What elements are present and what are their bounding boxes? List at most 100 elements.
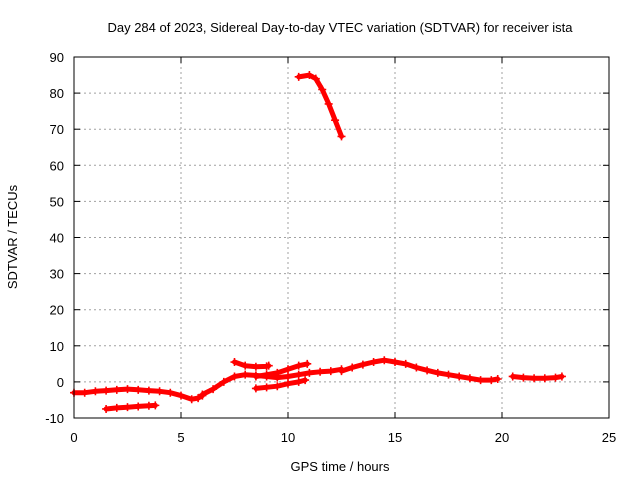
data-point [91, 387, 100, 396]
data-point [303, 359, 312, 368]
data-point [423, 366, 432, 375]
series-arc-7 [294, 71, 346, 141]
x-tick-label: 10 [281, 430, 295, 445]
data-point [391, 358, 399, 367]
data-point [337, 132, 346, 141]
series-arc-4 [230, 358, 273, 371]
data-point [209, 385, 218, 394]
data-point [493, 375, 502, 384]
y-tick-label: 20 [50, 303, 64, 318]
data-point [326, 367, 335, 376]
data-point [144, 386, 153, 395]
y-axis-label: SDTVAR / TECUs [5, 184, 20, 289]
data-point [273, 382, 282, 391]
data-point [80, 388, 89, 397]
y-tick-label: 70 [50, 122, 64, 137]
series-band [339, 357, 501, 383]
data-point [198, 390, 207, 399]
series-arc-6 [251, 359, 312, 381]
series-arc-5 [251, 376, 310, 393]
data-point [134, 385, 143, 394]
data-point [134, 402, 143, 411]
y-tick-label: 40 [50, 231, 64, 246]
data-point [348, 363, 357, 372]
series-arc-9 [508, 372, 566, 383]
data-point [337, 367, 346, 376]
data-point [476, 376, 485, 385]
y-tick-label: 30 [50, 267, 64, 282]
data-point [194, 394, 203, 403]
data-point [358, 360, 367, 369]
data-point [294, 377, 303, 386]
data-point [519, 373, 528, 382]
data-point [102, 386, 111, 395]
y-tick-label: 80 [50, 86, 64, 101]
data-point [251, 362, 260, 371]
data-point [331, 116, 340, 125]
data-point [540, 374, 549, 383]
data-point [324, 99, 333, 108]
x-tick-label: 15 [388, 430, 402, 445]
data-point [294, 361, 303, 370]
data-point [444, 370, 453, 379]
data-point [187, 395, 196, 404]
data-points [70, 71, 566, 413]
data-point [155, 387, 164, 396]
data-point [112, 403, 121, 412]
data-point [241, 361, 250, 370]
data-point [316, 367, 325, 376]
data-point [284, 365, 292, 374]
series-arc-1 [70, 385, 207, 404]
x-tick-label: 25 [602, 430, 616, 445]
data-point [166, 388, 175, 397]
data-point [301, 376, 310, 385]
y-tick-label: 90 [50, 50, 64, 65]
series-arc-2 [102, 401, 160, 413]
y-tick-label: 60 [50, 158, 64, 173]
data-point [251, 372, 260, 381]
data-point [177, 391, 185, 400]
data-point [530, 374, 539, 383]
data-point [123, 403, 132, 412]
data-point [551, 373, 560, 382]
data-point [241, 370, 250, 379]
data-point [305, 71, 314, 80]
data-point [262, 383, 271, 392]
data-point [305, 368, 314, 377]
data-point [230, 372, 239, 381]
data-point [262, 370, 271, 379]
data-point [112, 385, 121, 394]
data-point [102, 404, 111, 413]
chart-title: Day 284 of 2023, Sidereal Day-to-day VTE… [107, 20, 573, 35]
data-point [251, 384, 260, 393]
data-point [487, 376, 496, 385]
data-point [465, 374, 474, 383]
data-point [311, 74, 320, 83]
data-point [151, 401, 160, 410]
data-point [284, 379, 292, 388]
data-point [273, 368, 282, 377]
data-point [401, 359, 410, 368]
data-point [455, 372, 464, 381]
data-point [123, 385, 132, 394]
data-point [369, 358, 378, 367]
y-tick-label: 0 [57, 375, 64, 390]
data-point [412, 363, 421, 372]
data-point [284, 372, 292, 381]
data-point [557, 372, 566, 381]
axis-ticks: 0 5 10 15 20 25 -10 0 10 20 30 40 50 60 70 80 90 [45, 50, 616, 445]
x-tick-label: 0 [70, 430, 77, 445]
y-tick-label: 50 [50, 194, 64, 209]
data-point [380, 356, 389, 365]
data-point [294, 72, 303, 81]
x-axis-label: GPS time / hours [291, 459, 390, 474]
data-point [294, 370, 303, 379]
x-tick-label: 20 [495, 430, 509, 445]
data-point [219, 377, 228, 386]
series-arc-8 [337, 356, 502, 385]
y-tick-label: -10 [45, 411, 64, 426]
data-point [318, 85, 327, 94]
data-point [508, 372, 517, 381]
